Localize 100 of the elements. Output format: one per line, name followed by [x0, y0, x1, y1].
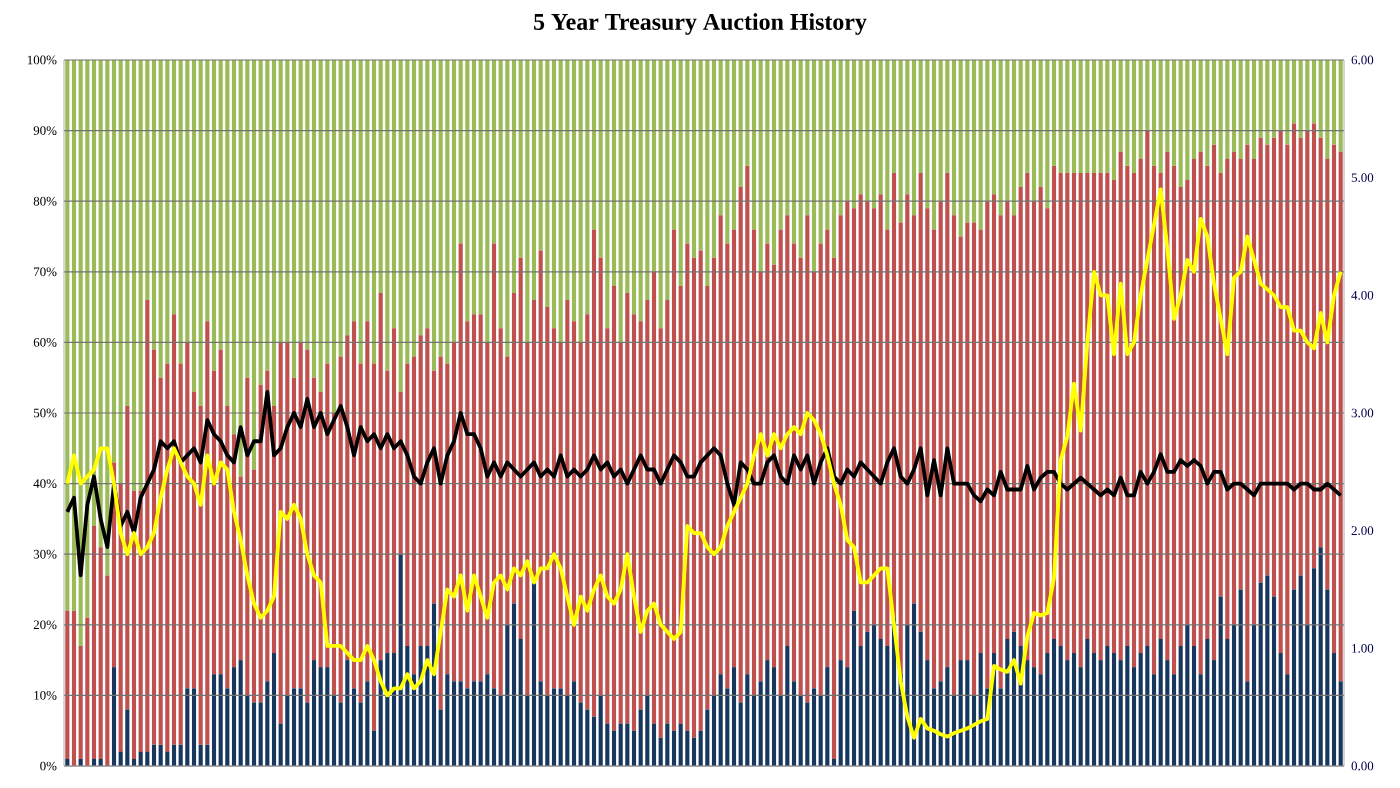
bar [1138, 653, 1143, 766]
bar [471, 59, 477, 315]
bar [1145, 645, 1150, 766]
bar [531, 582, 537, 766]
bar [1131, 59, 1137, 173]
bar [785, 645, 790, 766]
bar [465, 688, 470, 766]
bar [851, 59, 857, 209]
bar [1305, 130, 1310, 625]
bar [871, 59, 877, 209]
bar [1058, 59, 1063, 173]
bar [725, 59, 730, 244]
bar [958, 660, 963, 766]
bar [1245, 144, 1250, 682]
bar [251, 702, 257, 766]
bar [451, 681, 457, 766]
bar [1085, 59, 1090, 173]
bar [598, 695, 603, 766]
bar [251, 59, 257, 470]
bar [138, 59, 143, 491]
bar [178, 59, 183, 364]
bar [1058, 645, 1063, 766]
bar [1231, 59, 1237, 152]
bar [898, 59, 903, 223]
bar [945, 667, 950, 766]
bar [445, 59, 450, 364]
bar [1298, 59, 1303, 138]
bar [1258, 582, 1263, 766]
bar [811, 59, 817, 272]
bar [625, 292, 630, 724]
bar [171, 314, 177, 745]
bar [558, 59, 563, 343]
bar [458, 681, 463, 766]
bar [745, 674, 750, 766]
bar [965, 660, 970, 766]
bar [185, 688, 190, 766]
bar [398, 554, 403, 766]
bar [325, 667, 330, 766]
bar [1251, 59, 1257, 159]
bar [385, 59, 390, 371]
bar [838, 660, 843, 766]
bar [398, 59, 403, 392]
bar [618, 723, 623, 766]
bar [671, 229, 677, 731]
bar [678, 723, 683, 766]
bar [611, 285, 617, 731]
bar [571, 681, 577, 766]
bar [1091, 59, 1097, 173]
bar [191, 688, 197, 766]
bar [291, 59, 297, 378]
chart-title: 5 Year Treasury Auction History [534, 13, 867, 35]
bar [605, 59, 610, 329]
bar [211, 674, 217, 766]
bar [685, 730, 690, 766]
bar [145, 751, 150, 766]
bar [1211, 144, 1217, 661]
bar [158, 59, 163, 378]
bar [238, 660, 243, 766]
bar [671, 730, 677, 766]
bar [431, 59, 437, 371]
bar [825, 667, 830, 766]
bar [1098, 59, 1103, 173]
bar [491, 243, 497, 689]
bar [1105, 645, 1110, 766]
bar [1098, 172, 1103, 661]
bar [678, 59, 683, 286]
bar [771, 667, 777, 766]
bar [525, 59, 530, 343]
bar [91, 525, 97, 759]
bar [1298, 575, 1303, 766]
bar [1318, 547, 1323, 766]
bar [1005, 638, 1010, 766]
bar [845, 201, 850, 668]
bar [371, 59, 377, 364]
bar [1105, 59, 1110, 173]
bar [1305, 59, 1310, 131]
bar [385, 653, 390, 766]
bar [1071, 59, 1077, 173]
bar [345, 660, 350, 766]
bar [611, 730, 617, 766]
bar [591, 229, 597, 717]
bar [1185, 59, 1190, 181]
bar [151, 744, 157, 766]
bar [218, 674, 223, 766]
bar [1325, 59, 1330, 159]
bar [1038, 187, 1043, 675]
bar [365, 681, 370, 766]
bar [1158, 59, 1163, 173]
bar [851, 610, 857, 766]
bar [138, 751, 143, 766]
bar [165, 751, 170, 766]
bar [731, 667, 737, 766]
bar [1238, 59, 1243, 159]
bar [931, 59, 937, 230]
bar [1185, 624, 1190, 766]
bar [71, 610, 77, 766]
bar [171, 744, 177, 766]
bar [238, 59, 243, 477]
bar [1045, 59, 1050, 209]
bar [998, 59, 1003, 216]
